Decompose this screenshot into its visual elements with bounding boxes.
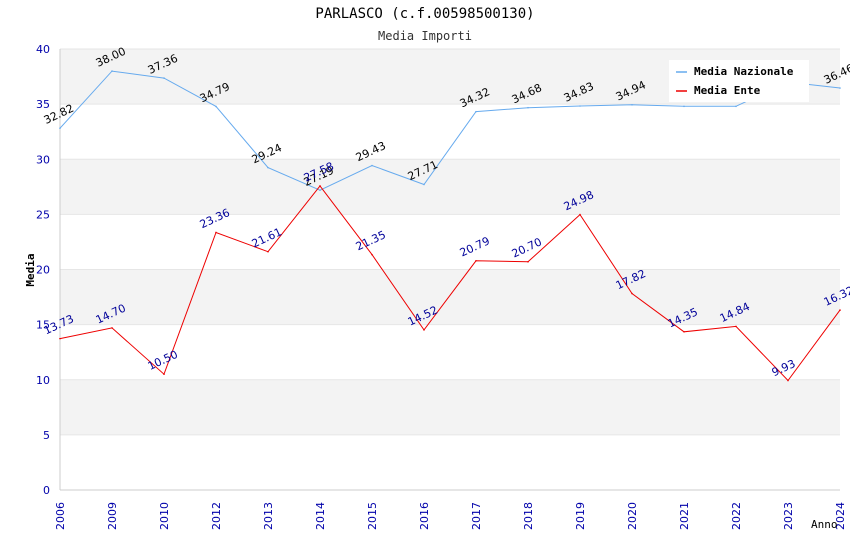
data-point-media-ente <box>787 379 789 382</box>
x-tick-label: 2012 <box>210 502 223 530</box>
data-point-media-ente <box>579 213 581 216</box>
data-point-media-ente <box>839 309 841 311</box>
series-line-media-nazionale <box>59 70 841 191</box>
x-tick-label: 2017 <box>470 502 483 530</box>
y-tick-label: 0 <box>43 484 50 497</box>
grid-band <box>60 214 840 270</box>
data-point-media-nazionale <box>527 106 529 109</box>
data-point-media-ente <box>59 337 61 340</box>
y-tick-label: 25 <box>36 208 50 221</box>
grid-band <box>60 269 840 325</box>
x-tick-label: 2023 <box>782 502 795 530</box>
x-tick-label: 2015 <box>366 502 379 530</box>
data-point-media-nazionale <box>683 105 685 108</box>
data-point-media-nazionale <box>475 110 477 113</box>
legend: Media Nazionale Media Ente <box>669 60 809 102</box>
data-point-media-ente <box>423 329 425 331</box>
axes <box>59 49 840 491</box>
data-point-media-nazionale <box>267 166 269 169</box>
y-tick-labels: 0 5 10 15 20 25 30 35 40 <box>36 43 50 497</box>
x-tick-label: 2010 <box>158 502 171 530</box>
data-point-media-ente <box>371 253 373 256</box>
y-tick-label: 35 <box>36 98 50 111</box>
x-tick-label: 2009 <box>106 502 119 530</box>
x-tick-labels: 2006 2009 2010 2012 2013 2014 2015 2016 2017 2018… <box>54 502 847 530</box>
y-tick-label: 10 <box>36 374 50 387</box>
data-point-media-nazionale <box>59 127 61 129</box>
data-point-media-ente <box>631 292 633 295</box>
data-point-media-nazionale <box>631 103 633 106</box>
y-tick-label: 40 <box>36 43 50 56</box>
data-point-media-nazionale <box>579 105 581 107</box>
data-point-media-ente <box>111 327 113 329</box>
x-axis-label: Anno <box>811 518 838 531</box>
chart-title: PARLASCO (c.f.00598500130) <box>315 6 534 22</box>
data-point-media-nazionale <box>735 105 737 108</box>
x-tick-label: 2006 <box>54 502 67 530</box>
data-point-media-nazionale <box>423 183 425 186</box>
x-tick-label: 2019 <box>574 502 587 530</box>
grid-band <box>60 159 840 215</box>
grid-bands <box>60 48 840 491</box>
x-tick-label: 2024 <box>834 502 847 530</box>
legend-box <box>669 60 809 102</box>
y-tick-label: 30 <box>36 153 50 166</box>
x-tick-label: 2021 <box>678 502 691 530</box>
x-tick-label: 2020 <box>626 502 639 530</box>
data-point-media-ente <box>163 373 165 376</box>
data-point-media-ente <box>735 325 737 328</box>
y-tick-label: 5 <box>43 429 50 442</box>
grid-band <box>60 104 840 160</box>
data-point-media-ente <box>475 259 477 262</box>
data-point-media-nazionale <box>163 77 165 79</box>
data-point-media-ente <box>215 231 217 234</box>
data-point-media-ente <box>683 330 685 333</box>
y-axis-label: Media <box>24 253 37 286</box>
x-tick-label: 2016 <box>418 502 431 530</box>
series-line-media-ente <box>59 185 841 382</box>
y-tick-label: 20 <box>36 264 50 277</box>
data-point-media-nazionale <box>215 105 217 108</box>
data-point-media-nazionale <box>319 189 321 192</box>
chart-subtitle: Media Importi <box>378 29 472 43</box>
data-point-media-ente <box>267 250 269 253</box>
x-tick-label: 2013 <box>262 502 275 530</box>
data-point-media-nazionale <box>111 70 113 72</box>
legend-label-media-nazionale: Media Nazionale <box>694 65 794 78</box>
legend-label-media-ente: Media Ente <box>694 84 761 97</box>
data-point-media-ente <box>527 260 529 263</box>
series-lines <box>59 70 841 382</box>
data-point-media-nazionale <box>839 87 841 89</box>
x-tick-label: 2014 <box>314 502 327 530</box>
data-point-media-nazionale <box>371 164 373 167</box>
x-tick-label: 2022 <box>730 502 743 530</box>
grid-band <box>60 434 840 490</box>
grid-band <box>60 379 840 435</box>
data-point-media-ente <box>319 185 321 187</box>
y-tick-label: 15 <box>36 319 50 332</box>
grid-band <box>60 324 840 380</box>
x-tick-label: 2018 <box>522 502 535 530</box>
